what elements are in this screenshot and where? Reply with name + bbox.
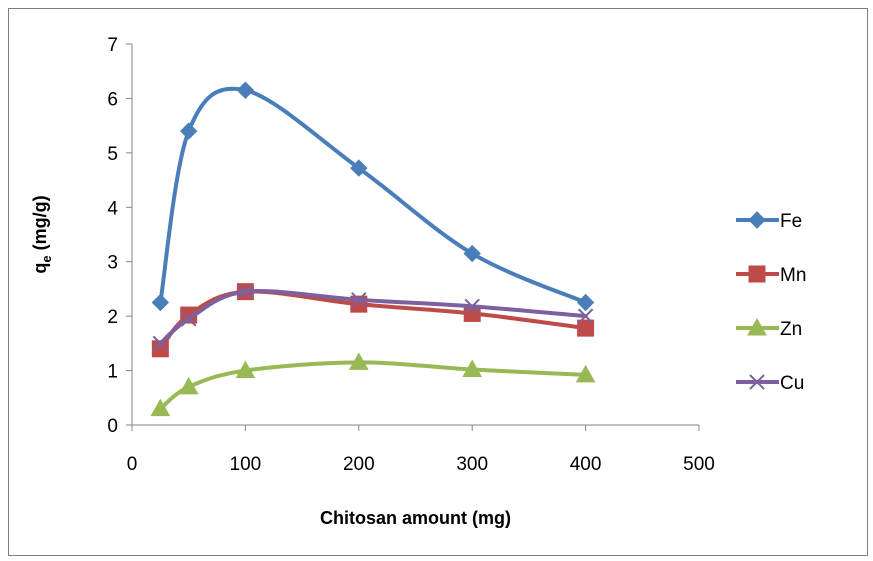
x-tick-label: 400 xyxy=(570,454,602,475)
y-tick-label: 3 xyxy=(107,253,118,274)
y-axis-title-sub: e xyxy=(39,255,54,262)
series-zn-point xyxy=(150,398,171,417)
legend-cu-swatch-marker xyxy=(749,374,765,390)
series-mn-point xyxy=(577,319,595,337)
series-fe-line xyxy=(158,86,588,305)
y-tick-label: 5 xyxy=(107,144,118,165)
marker-stroke xyxy=(152,335,169,352)
marker-stroke xyxy=(749,374,765,390)
series-zn-line xyxy=(158,360,588,411)
axes: 0 1 2 3 4 5 6 7 0 100 200 300 400 500 xyxy=(107,35,714,475)
series-cu xyxy=(152,283,594,352)
series-fe xyxy=(151,81,595,312)
legend-fe-label: Fe xyxy=(780,211,802,232)
series-zn-point xyxy=(575,364,596,383)
y-tick-label: 7 xyxy=(107,35,118,56)
series-layer xyxy=(150,81,596,417)
series-fe-point xyxy=(350,159,368,177)
legend-item-mn: Mn xyxy=(736,265,806,286)
series-cu-point xyxy=(237,283,254,300)
series-cu-point xyxy=(180,311,197,327)
x-axis-title: Chitosan amount (mg) xyxy=(320,508,511,528)
legend-zn-swatch-marker xyxy=(747,317,767,336)
marker-stroke xyxy=(237,283,254,300)
series-fe-point xyxy=(151,293,170,312)
legend-item-fe: Fe xyxy=(736,211,802,232)
y-tick-label: 1 xyxy=(107,362,118,383)
legend-mn-swatch-marker xyxy=(748,265,766,283)
x-tick-label: 0 xyxy=(127,454,138,475)
y-axis-title-main: q xyxy=(30,263,50,274)
marker-stroke xyxy=(180,311,197,327)
series-zn-point xyxy=(178,376,199,395)
legend-item-cu: Cu xyxy=(736,373,804,394)
series-cu-point xyxy=(152,335,169,352)
series-zn-point xyxy=(462,359,483,377)
y-axis-title: qe (mg/g) xyxy=(30,195,54,273)
series-zn xyxy=(150,352,596,417)
legend-fe-swatch-marker xyxy=(748,211,766,229)
y-tick-label: 2 xyxy=(107,307,118,328)
series-fe-point xyxy=(463,244,481,263)
legend-mn-label: Mn xyxy=(780,265,806,286)
x-tick-label: 300 xyxy=(456,454,488,475)
series-fe-point xyxy=(179,122,198,140)
marker-stroke xyxy=(464,298,480,315)
legend-item-zn: Zn xyxy=(736,317,802,340)
x-tick-label: 200 xyxy=(343,454,375,475)
series-zn-point xyxy=(348,352,369,370)
series-cu-point xyxy=(464,298,480,315)
series-mn xyxy=(151,283,595,358)
y-tick-label: 4 xyxy=(107,198,118,219)
x-tick-label: 100 xyxy=(230,454,262,475)
legend-cu-label: Cu xyxy=(780,373,804,394)
marker-stroke xyxy=(351,292,367,308)
y-axis-title-tail: (mg/g) xyxy=(30,195,50,255)
series-cu-point xyxy=(351,292,367,308)
series-fe-point xyxy=(576,293,595,312)
chart-frame: 0 1 2 3 4 5 6 7 0 100 200 300 400 500 Fe Mn Zn Cu Chitos… xyxy=(8,8,868,556)
y-tick-label: 0 xyxy=(107,416,118,437)
x-tick-label: 500 xyxy=(683,454,715,475)
y-tick-label: 6 xyxy=(107,89,118,110)
legend-zn-label: Zn xyxy=(780,319,802,340)
series-zn-point xyxy=(235,360,256,379)
legend: Fe Mn Zn Cu xyxy=(736,211,806,394)
series-cu-point xyxy=(577,308,594,324)
chart-svg: 0 1 2 3 4 5 6 7 0 100 200 300 400 500 Fe Mn Zn Cu Chitos… xyxy=(30,35,806,528)
series-fe-point xyxy=(236,81,255,99)
marker-stroke xyxy=(577,308,594,324)
series-cu-line xyxy=(158,289,588,346)
